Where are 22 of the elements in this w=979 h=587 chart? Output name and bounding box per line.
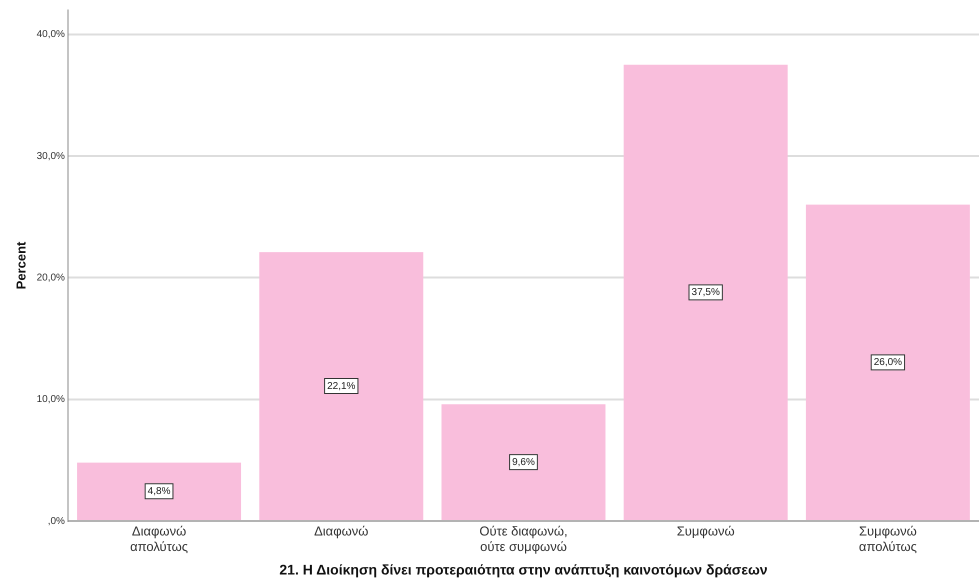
x-tick-label: Διαφωνώ	[314, 523, 368, 538]
bar	[441, 404, 606, 520]
y-tick-label: ,0%	[48, 516, 66, 527]
data-label: 22,1%	[327, 380, 356, 392]
bar	[259, 252, 424, 520]
x-axis-title: 21. Η Διοίκηση δίνει προτεραιότητα στην ανάπτυξη καινοτόμων δράσεων	[279, 561, 768, 578]
data-label: 37,5%	[692, 287, 720, 298]
bar	[624, 64, 788, 520]
bar	[77, 462, 242, 520]
x-tick-label: Διαφωνώ απολύτως	[130, 523, 188, 554]
data-label: 9,6%	[512, 456, 535, 468]
y-tick-label: 40,0%	[36, 29, 66, 40]
x-tick-label: Ούτε διαφωνώ, ούτε συμφωνώ	[479, 523, 568, 554]
y-axis-title: Percent	[13, 240, 28, 290]
bar	[806, 204, 970, 520]
data-label: 26,0%	[874, 357, 902, 368]
x-tick-label: Συμφωνώ απολύτως	[858, 523, 917, 554]
x-tick-label: Συμφωνώ	[676, 523, 735, 538]
y-tick-label: 10,0%	[36, 394, 66, 406]
y-tick-label: 20,0%	[36, 272, 66, 284]
data-label: 4,8%	[148, 486, 171, 498]
y-tick-label: 30,0%	[36, 150, 66, 162]
